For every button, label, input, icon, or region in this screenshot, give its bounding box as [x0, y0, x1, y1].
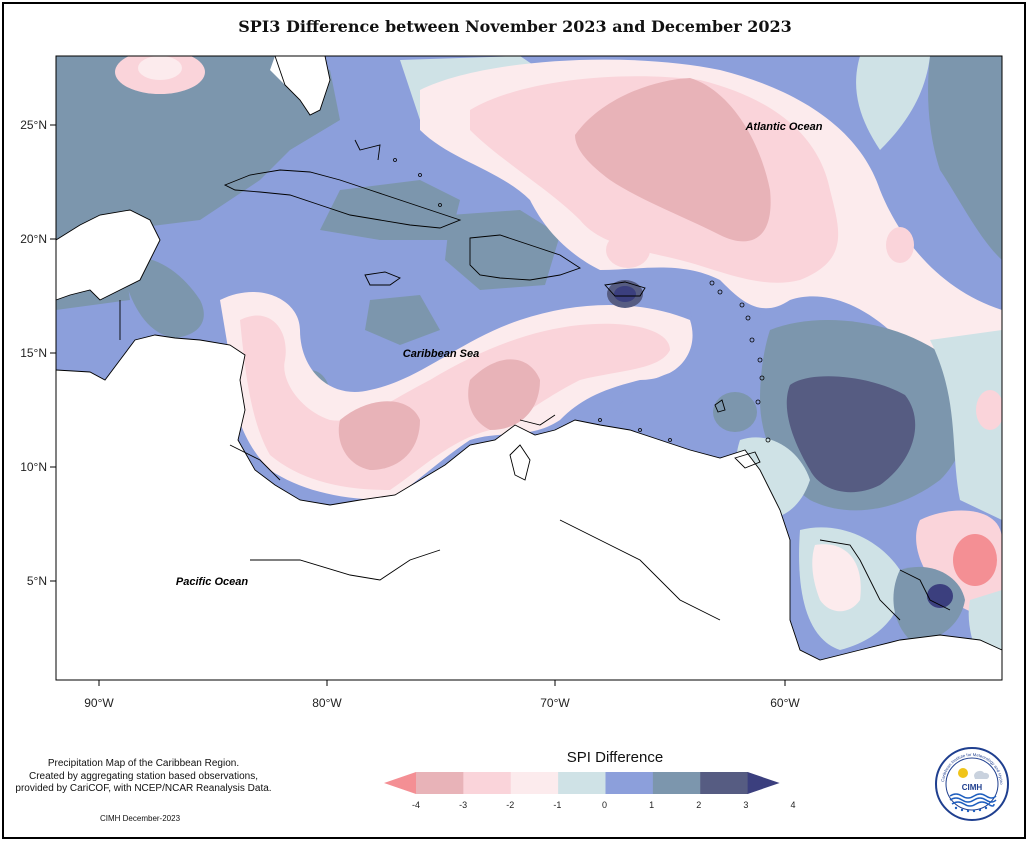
lat-tick-15n: 15°N	[20, 346, 47, 360]
legend-tick-label: 3	[743, 800, 748, 810]
lat-tick-5n: 5°N	[27, 574, 47, 588]
legend-title: SPI Difference	[566, 749, 664, 766]
legend-swatch	[605, 772, 654, 794]
pacific-ocean-label: Pacific Ocean	[176, 576, 248, 588]
credits-block: Precipitation Map of the Caribbean Regio…	[6, 758, 281, 796]
cloud-icon	[974, 770, 990, 779]
lon-tick-90w: 90°W	[84, 696, 114, 710]
spi-field	[56, 56, 1002, 680]
credits-line-1: Precipitation Map of the Caribbean Regio…	[47, 758, 240, 769]
legend-colorbar	[384, 772, 780, 794]
legend-swatch	[510, 772, 559, 794]
legend-tick-label: 2	[696, 800, 701, 810]
longitude-axis: 90°W 80°W 70°W 60°W	[84, 680, 800, 710]
legend-extend-high	[747, 772, 780, 794]
cimh-logo: CIMH Caribbean Institute for Meteorology…	[934, 746, 1009, 821]
sun-icon	[958, 768, 968, 778]
coastlines	[55, 55, 1003, 661]
credits-line-3: provided by CariCOF, with NCEP/NCAR Rean…	[15, 783, 272, 794]
lat-tick-20n: 20°N	[20, 232, 47, 246]
lon-tick-70w: 70°W	[540, 696, 570, 710]
legend-tick-label: -2	[506, 800, 514, 810]
legend-tick-label: 1	[649, 800, 654, 810]
legend-tick-label: -4	[412, 800, 420, 810]
lat-tick-25n: 25°N	[20, 118, 47, 132]
legend-swatch	[652, 772, 701, 794]
legend-tick-label: -1	[553, 800, 561, 810]
legend-swatch	[416, 772, 464, 794]
logo-dots	[954, 806, 988, 813]
caribbean-sea-label: Caribbean Sea	[403, 348, 479, 360]
lon-tick-60w: 60°W	[770, 696, 800, 710]
legend-tick-label: -3	[459, 800, 467, 810]
legend-swatch	[558, 772, 606, 794]
legend-swatch	[463, 772, 512, 794]
legend-tick-label: 4	[790, 800, 795, 810]
credits-footer: CIMH December-2023	[99, 814, 181, 823]
lon-tick-80w: 80°W	[312, 696, 342, 710]
credits-line-2: Created by aggregating station based obs…	[28, 770, 259, 782]
island-outlines	[393, 158, 771, 443]
legend-swatch	[700, 772, 749, 794]
legend-extend-low	[384, 772, 416, 794]
atlantic-ocean-label: Atlantic Ocean	[744, 121, 822, 133]
logo-text: CIMH	[962, 783, 983, 792]
legend-ticks: -4 -3 -2 -1 0 1 2 3 4	[412, 800, 796, 810]
map-title: SPI3 Difference between November 2023 an…	[238, 17, 792, 36]
legend-tick-label: 0	[602, 800, 607, 810]
map-border	[55, 55, 1003, 681]
latitude-axis: 25°N 20°N 15°N 10°N 5°N	[20, 118, 56, 588]
lat-tick-10n: 10°N	[20, 460, 47, 474]
